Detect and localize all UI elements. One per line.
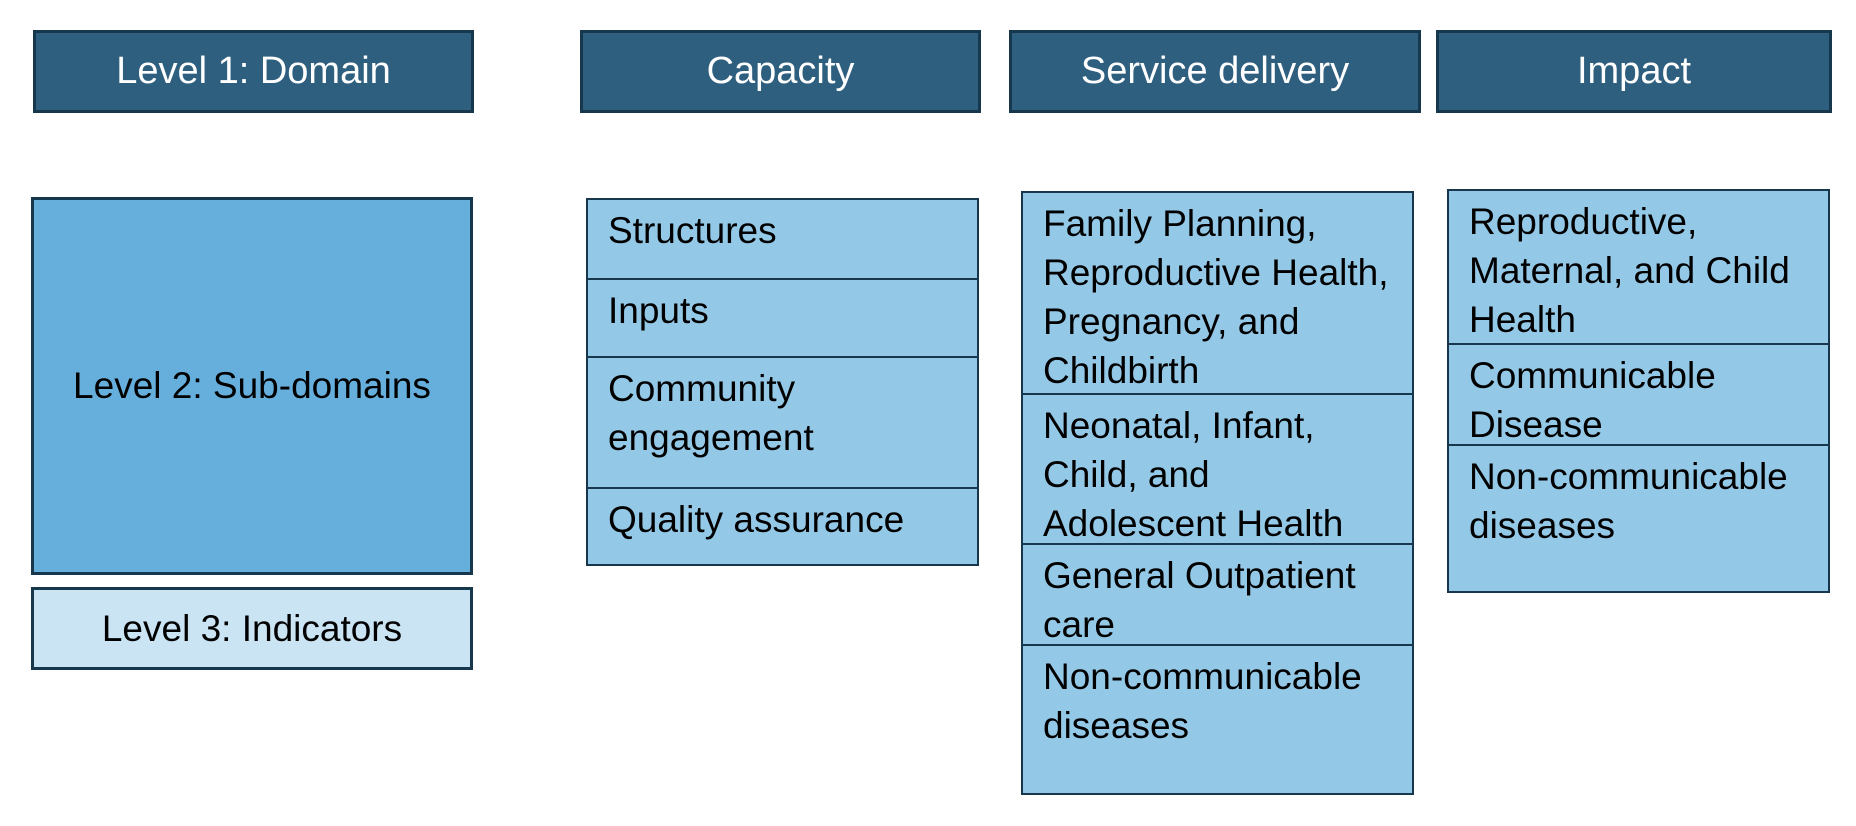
subdomain-label: Neonatal, Infant, Child, and Adolescent … <box>1043 405 1344 544</box>
domain-header-impact: Impact <box>1436 30 1832 113</box>
domain-header-service-delivery: Service delivery <box>1009 30 1421 113</box>
legend-indicator-label: Level 3: Indicators <box>101 607 403 649</box>
subdomain-label: Family Planning, Reproductive Health, Pr… <box>1043 203 1389 391</box>
subdomain-cell: Quality assurance <box>588 487 977 564</box>
subdomain-label: Community engagement <box>608 368 814 458</box>
subdomain-column-impact: Reproductive, Maternal, and Child Health… <box>1447 189 1830 593</box>
subdomain-cell: Non-communicable diseases <box>1023 644 1412 793</box>
legend-domain-label: Level 1: Domain <box>116 50 391 92</box>
subdomain-cell: Community engagement <box>588 356 977 487</box>
subdomain-label: Inputs <box>608 290 709 331</box>
legend-indicator-box: Level 3: Indicators <box>31 587 473 670</box>
subdomain-label: Quality assurance <box>608 499 905 540</box>
legend-subdomain-box: Level 2: Sub-domains <box>31 197 473 575</box>
subdomain-cell: Reproductive, Maternal, and Child Health <box>1449 191 1828 343</box>
subdomain-cell: Family Planning, Reproductive Health, Pr… <box>1023 193 1412 393</box>
domain-header-label: Capacity <box>706 50 855 92</box>
subdomain-cell: Communicable Disease <box>1449 343 1828 445</box>
domain-header-label: Impact <box>1576 50 1692 92</box>
subdomain-label: General Outpatient care <box>1043 555 1356 645</box>
legend-domain-box: Level 1: Domain <box>33 30 474 113</box>
subdomain-cell: Neonatal, Infant, Child, and Adolescent … <box>1023 393 1412 544</box>
subdomain-cell: Non-communicable diseases <box>1449 444 1828 591</box>
subdomain-cell: Structures <box>588 200 977 278</box>
subdomain-label: Non-communicable diseases <box>1043 656 1362 746</box>
subdomain-label: Communicable Disease <box>1469 355 1716 445</box>
subdomain-column-capacity: Structures Inputs Community engagement Q… <box>586 198 979 566</box>
subdomain-label: Non-communicable diseases <box>1469 456 1788 546</box>
subdomain-cell: Inputs <box>588 278 977 356</box>
legend-subdomain-label: Level 2: Sub-domains <box>73 365 431 406</box>
domain-header-label: Service delivery <box>1080 50 1350 92</box>
domain-header-capacity: Capacity <box>580 30 981 113</box>
subdomain-label: Reproductive, Maternal, and Child Health <box>1469 201 1790 340</box>
subdomain-column-service-delivery: Family Planning, Reproductive Health, Pr… <box>1021 191 1414 795</box>
subdomain-cell: General Outpatient care <box>1023 543 1412 645</box>
subdomain-label: Structures <box>608 210 777 251</box>
